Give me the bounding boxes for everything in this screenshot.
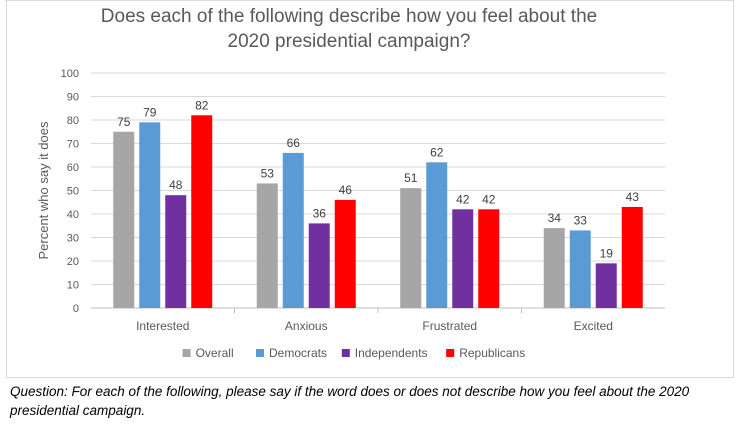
x-tick-label: Frustrated: [422, 319, 477, 333]
bar: [334, 199, 356, 308]
legend-swatch: [182, 349, 191, 357]
bar: [165, 195, 187, 308]
chart-title-line: 2020 presidential campaign?: [228, 31, 471, 52]
bar: [452, 209, 474, 308]
bar: [308, 223, 330, 308]
data-label: 42: [482, 192, 496, 206]
x-tick-label: Interested: [136, 319, 189, 333]
bar: [139, 122, 161, 308]
data-label: 19: [600, 246, 614, 260]
data-label: 75: [117, 115, 131, 129]
bar: [400, 188, 422, 308]
data-label: 62: [430, 145, 444, 159]
bar: [543, 228, 565, 308]
y-tick-label: 90: [67, 92, 79, 104]
y-tick-label: 20: [67, 256, 79, 268]
bar: [569, 230, 591, 308]
bar: [113, 131, 135, 308]
bar: [426, 162, 448, 308]
legend-swatch: [341, 349, 350, 357]
legend-label: Independents: [355, 346, 428, 360]
data-label: 48: [169, 178, 183, 192]
y-tick-label: 0: [73, 303, 79, 315]
bar: [256, 183, 278, 308]
bar: [282, 152, 304, 308]
y-tick-label: 10: [67, 280, 79, 292]
y-tick-label: 60: [67, 162, 79, 174]
data-label: 42: [456, 192, 470, 206]
question-note: Question: For each of the following, ple…: [10, 384, 690, 418]
data-label: 53: [261, 166, 275, 180]
y-tick-label: 50: [67, 186, 79, 198]
data-label: 79: [143, 105, 157, 119]
bar: [478, 209, 500, 308]
legend-label: Republicans: [459, 346, 525, 360]
x-tick-label: Anxious: [285, 319, 328, 333]
y-axis-label: Percent who say it does: [36, 121, 51, 260]
legend-label: Overall: [196, 346, 234, 360]
bar: [621, 206, 643, 308]
legend-swatch: [256, 349, 264, 357]
chart-title-line: Does each of the following describe how …: [101, 6, 597, 27]
data-label: 66: [287, 136, 301, 150]
y-tick-label: 100: [61, 68, 79, 80]
legend-swatch: [446, 349, 455, 357]
y-tick-label: 40: [67, 209, 79, 221]
y-tick-label: 30: [67, 233, 79, 245]
data-label: 36: [313, 206, 327, 220]
bar: [191, 115, 213, 308]
bar-chart: Does each of the following describe how …: [36, 6, 665, 360]
data-label: 51: [404, 171, 418, 185]
data-label: 82: [195, 98, 209, 112]
y-tick-label: 80: [67, 115, 79, 127]
x-tick-label: Excited: [574, 319, 613, 333]
y-tick-label: 70: [67, 139, 79, 151]
legend-label: Democrats: [269, 346, 327, 360]
data-label: 34: [548, 211, 562, 225]
data-label: 33: [574, 213, 588, 227]
data-label: 43: [626, 190, 640, 204]
data-label: 46: [339, 183, 353, 197]
bar: [595, 263, 617, 308]
